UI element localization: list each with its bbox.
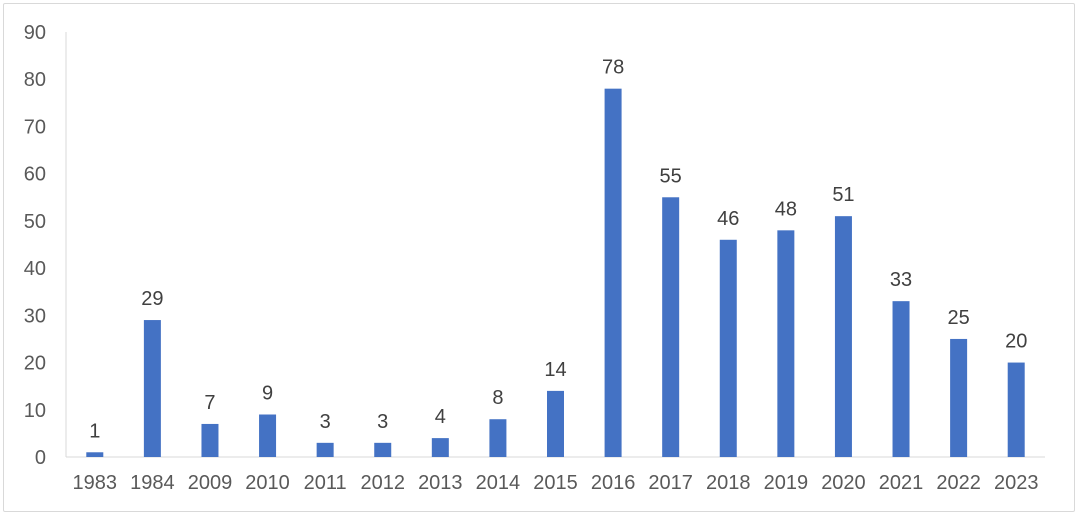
bar <box>950 338 968 457</box>
x-tick-label: 2020 <box>821 472 866 494</box>
x-tick-label: 2012 <box>360 472 405 494</box>
bar <box>489 419 507 457</box>
bars-layer <box>86 88 1025 458</box>
y-tick-label: 20 <box>24 353 46 375</box>
y-tick-label: 60 <box>24 164 46 186</box>
data-label: 48 <box>775 198 797 220</box>
y-tick-label: 40 <box>24 258 46 280</box>
data-label: 7 <box>204 392 215 414</box>
bar <box>143 320 161 457</box>
data-label: 51 <box>832 184 854 206</box>
bar <box>892 301 910 457</box>
bar <box>777 230 795 457</box>
x-tick-label: 1984 <box>130 472 175 494</box>
data-label: 8 <box>492 387 503 409</box>
x-tick-label: 2018 <box>706 472 751 494</box>
x-tick-label: 2019 <box>764 472 809 494</box>
bar <box>316 442 334 457</box>
x-tick-label: 2017 <box>648 472 693 494</box>
bar <box>431 438 449 457</box>
bar <box>547 390 564 457</box>
y-tick-label: 10 <box>24 400 46 422</box>
data-label: 9 <box>262 383 273 405</box>
x-tick-label: 2009 <box>188 472 233 494</box>
x-tick-label: 2014 <box>476 472 521 494</box>
data-label: 1 <box>89 420 100 442</box>
bar <box>662 197 680 457</box>
data-label: 3 <box>377 411 388 433</box>
labels-layer: 1983119842920097201092011320123201342014… <box>73 57 1039 494</box>
y-tick-label: 30 <box>24 305 46 327</box>
y-tick-label: 0 <box>35 447 46 469</box>
bar <box>1007 362 1025 457</box>
data-label: 20 <box>1005 331 1027 353</box>
data-label: 29 <box>141 288 163 310</box>
y-tick-label: 80 <box>24 69 46 91</box>
axis-layer: 0 10 20 30 40 50 60 70 80 90 <box>24 22 1045 469</box>
data-label: 33 <box>890 269 912 291</box>
x-tick-label: 2015 <box>533 472 578 494</box>
data-label: 14 <box>544 359 566 381</box>
bar <box>259 414 277 457</box>
bar <box>201 423 219 457</box>
bar <box>719 239 737 457</box>
x-tick-label: 2011 <box>304 472 347 494</box>
data-label: 78 <box>602 57 624 79</box>
bar <box>86 452 104 457</box>
y-tick-label: 50 <box>24 211 46 233</box>
data-label: 55 <box>660 165 682 187</box>
x-tick-label: 2013 <box>418 472 463 494</box>
data-label: 3 <box>320 411 331 433</box>
data-label: 25 <box>947 307 969 329</box>
x-tick-label: 1983 <box>73 472 118 494</box>
x-tick-label: 2023 <box>994 472 1039 494</box>
x-tick-label: 2010 <box>245 472 290 494</box>
data-label: 4 <box>435 406 446 428</box>
y-tick-label: 70 <box>24 116 46 138</box>
x-tick-label: 2022 <box>936 472 981 494</box>
data-label: 46 <box>717 208 739 230</box>
bar <box>604 88 622 458</box>
x-tick-label: 2021 <box>879 472 924 494</box>
y-tick-label: 90 <box>24 22 46 44</box>
x-tick-label: 2016 <box>591 472 636 494</box>
bar <box>834 216 852 457</box>
bar <box>374 442 392 457</box>
